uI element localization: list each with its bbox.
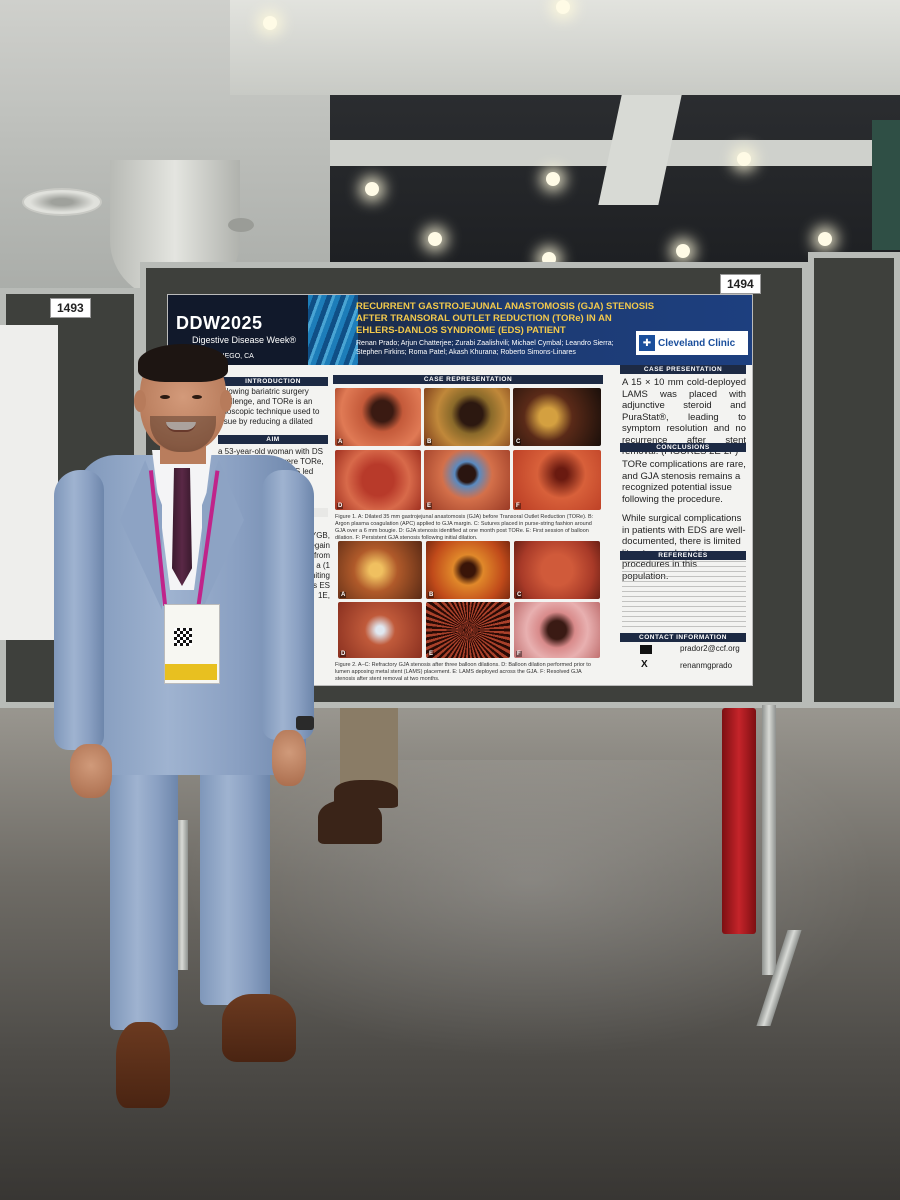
endoscopy-image-1d: D <box>335 450 421 510</box>
endoscopy-image-2d: D <box>338 602 422 658</box>
case-presentation-header: CASE PRESENTATION <box>620 365 746 374</box>
badge-strip <box>165 664 217 680</box>
contact-header: CONTACT INFORMATION <box>620 633 746 642</box>
person-right-shoe <box>222 994 296 1062</box>
endoscopy-image-1b: B <box>424 388 510 446</box>
panel-label: E <box>428 651 435 657</box>
panel-label: B <box>426 439 433 445</box>
conclusions-header: CONCLUSIONS <box>620 443 746 452</box>
banner-stripes <box>308 295 358 365</box>
ceiling-light <box>428 232 442 246</box>
aim-header: AIM <box>218 435 328 444</box>
contact-handle: renanmgprado <box>680 661 733 670</box>
ceiling-light <box>546 172 560 186</box>
person-right-arm <box>262 470 314 740</box>
panel-label: A <box>337 439 344 445</box>
panel-label: D <box>337 503 344 509</box>
endoscopy-image-2e: E <box>426 602 510 658</box>
person-right-leg <box>200 740 270 1005</box>
references-list <box>622 561 746 629</box>
email-icon <box>640 645 652 654</box>
endoscopy-image-1c: C <box>513 388 601 446</box>
endoscopy-image-2c: C <box>514 541 600 599</box>
ceiling-beam <box>230 0 900 95</box>
person-left-leg <box>110 740 178 1030</box>
person-ear <box>220 390 232 412</box>
ceiling-light <box>818 232 832 246</box>
ddw-logo: DDW2025 <box>176 313 263 333</box>
case-representation-header: CASE REPRESENTATION <box>333 375 603 384</box>
person-hair <box>138 344 228 382</box>
introduction-text: following bariatric surgery challenge, a… <box>218 387 320 426</box>
ceiling-light <box>365 182 379 196</box>
ceiling-light <box>263 16 277 30</box>
person-smile <box>166 422 196 432</box>
person-eye <box>192 395 202 399</box>
cleveland-clinic-logo: ✚ Cleveland Clinic <box>636 331 748 355</box>
person-watch <box>296 716 314 730</box>
poster-title: RECURRENT GASTROJEJUNAL ANASTOMOSIS (GJA… <box>356 301 655 336</box>
references-header: REFERENCES <box>620 551 746 560</box>
poster-board-right <box>808 252 900 708</box>
panel-label: C <box>515 439 522 445</box>
ceiling-vent <box>228 218 254 232</box>
figure1-caption: Figure 1. A: Dilated 35 mm gastrojejunal… <box>335 514 594 541</box>
panel-label: C <box>516 592 523 598</box>
person-left-arm <box>54 470 104 750</box>
ceiling-light <box>676 244 690 258</box>
conclusions-text-1: TORe complications are rare, and GJA ste… <box>622 459 746 505</box>
background-person-shoe <box>334 780 398 808</box>
endoscopy-image-2f: F <box>514 602 600 658</box>
person-left-shoe <box>116 1022 170 1108</box>
panel-label: E <box>426 503 433 509</box>
person-eye <box>160 395 170 399</box>
panel-label: F <box>516 651 522 657</box>
person-ear <box>134 390 146 412</box>
endoscopy-image-1f: F <box>513 450 601 510</box>
figure2-caption: Figure 2. A–C: Refractory GJA stenosis a… <box>335 662 591 682</box>
x-logo-icon: X <box>641 659 648 670</box>
endoscopy-image-2b: B <box>426 541 510 599</box>
signage-panel <box>872 120 900 250</box>
cleveland-clinic-mark-icon: ✚ <box>639 335 655 351</box>
person-tie <box>172 468 192 586</box>
panel-label: D <box>340 651 347 657</box>
panel-label: F <box>515 503 521 509</box>
panel-label: A <box>340 592 347 598</box>
panel-label: B <box>428 592 435 598</box>
contact-email: prador2@ccf.org <box>680 644 740 653</box>
board-leg <box>176 820 188 970</box>
ceiling-light <box>737 152 751 166</box>
cleveland-clinic-name: Cleveland Clinic <box>658 337 736 349</box>
board-number-right: 1494 <box>720 274 761 294</box>
person-left-hand <box>70 744 112 798</box>
badge-qr-code-icon <box>174 628 192 646</box>
board-number-left: 1493 <box>50 298 91 318</box>
red-post <box>722 708 756 934</box>
ceiling-light <box>556 0 570 14</box>
introduction-header: INTRODUCTION <box>218 377 328 386</box>
neighbor-poster <box>0 325 58 640</box>
ceiling-vent <box>22 188 102 216</box>
ddw-subtitle: Digestive Disease Week® <box>192 335 297 345</box>
poster-authors: Renan Prado; Arjun Chatterjee; Zurabi Za… <box>356 340 614 356</box>
person-right-hand <box>272 730 306 786</box>
endoscopy-image-1a: A <box>335 388 421 446</box>
endoscopy-image-2a: A <box>338 541 422 599</box>
board-leg <box>762 705 776 975</box>
endoscopy-image-1e: E <box>424 450 510 510</box>
